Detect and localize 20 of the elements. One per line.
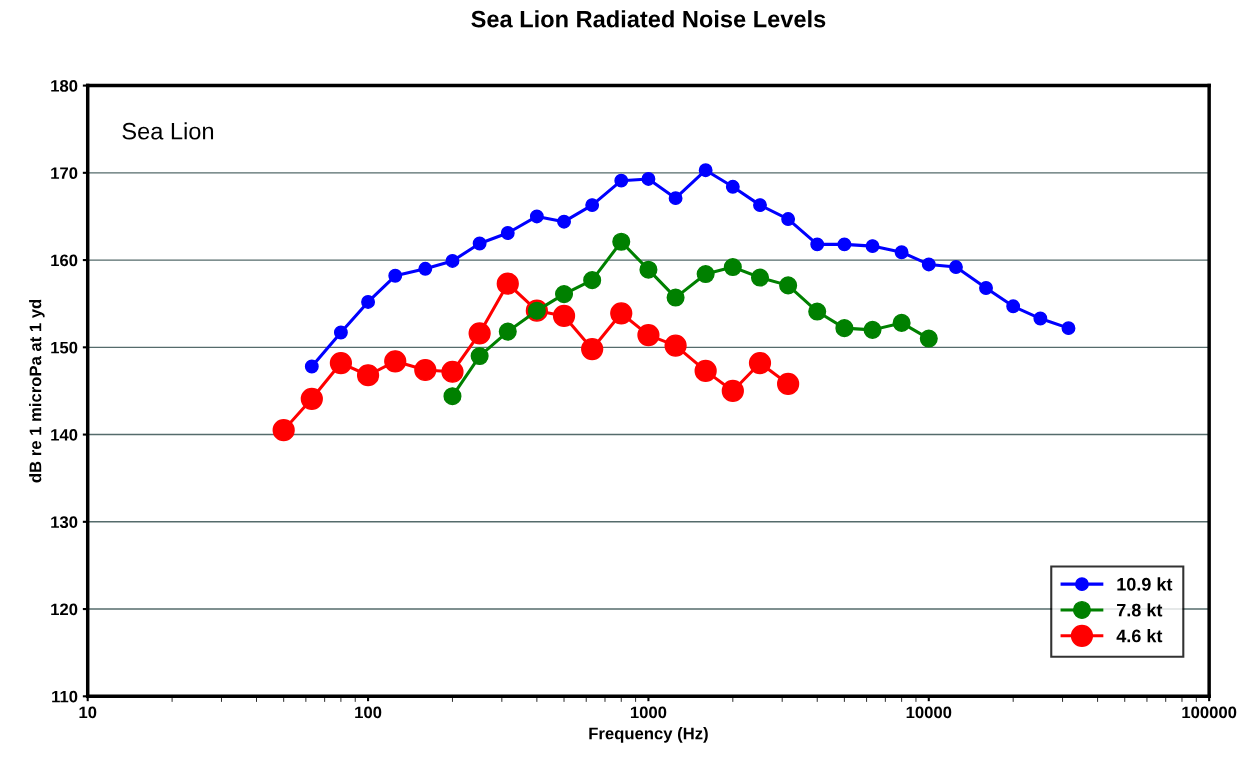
y-axis-title: dB re 1 microPa at 1 yd (29, 299, 45, 483)
y-tick-label: 180 (51, 79, 78, 92)
x-tick-label: 100000 (1182, 706, 1237, 719)
x-tick-label: 100 (355, 706, 382, 719)
legend-label: 7.8 kt (1117, 603, 1163, 617)
y-tick-label: 160 (51, 254, 78, 267)
x-tick-label: 10 (79, 706, 97, 719)
legend-label: 4.6 kt (1116, 629, 1163, 643)
chart-title: Sea Lion Radiated Noise Levels (471, 10, 826, 28)
x-tick-label: 1000 (630, 706, 667, 719)
annotation: Sea Lion (122, 122, 214, 140)
x-tick-label: 10000 (906, 706, 952, 719)
legend-label: 10.9 kt (1117, 577, 1173, 591)
x-axis-title: Frequency (Hz) (589, 727, 708, 743)
y-tick-label: 110 (52, 690, 78, 703)
y-tick-label: 140 (51, 428, 78, 441)
y-tick-label: 130 (51, 516, 78, 529)
y-tick-label: 150 (51, 341, 78, 354)
y-tick-label: 170 (51, 167, 78, 180)
y-tick-label: 120 (51, 603, 78, 616)
